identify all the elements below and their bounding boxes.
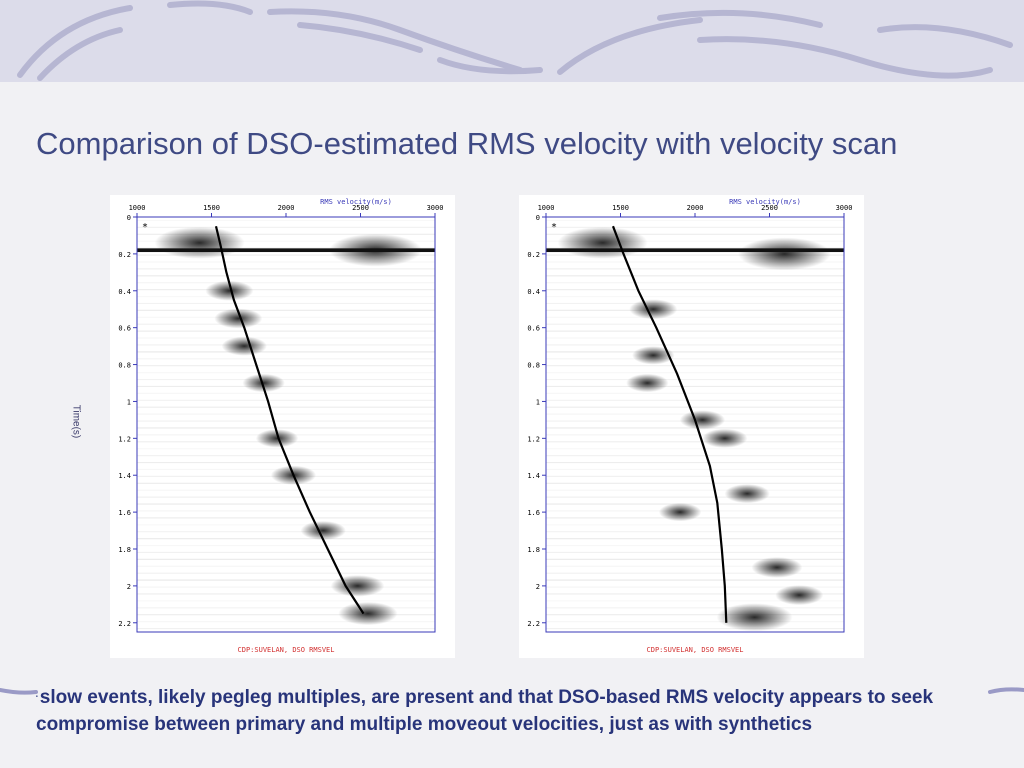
x-tick-label: 3000 <box>427 204 444 212</box>
slide-caption: • slow events, likely pegleg multiples, a… <box>36 684 1004 738</box>
velocity-scan-chart-right: * RMS velocity(m/s) 1000 1500 2000 2500 3000 0 0… <box>527 198 853 654</box>
plot-content <box>546 219 844 632</box>
y-tick-label: 0.8 <box>527 362 540 370</box>
y-tick-label: 0.4 <box>118 288 131 296</box>
y-tick-label: 2.2 <box>118 620 131 628</box>
y-tick-label: 1.2 <box>118 435 131 443</box>
velocity-scan-chart-left: * RMS velocity(m/s) 1000 1500 2000 2500 3000 0 0… <box>118 198 444 654</box>
velocity-scan-panel-left: * RMS velocity(m/s) 1000 1500 2000 2500 3000 0 0… <box>110 195 455 658</box>
y-tick-label: 1.4 <box>118 472 131 480</box>
semblance-energy <box>658 502 702 522</box>
banner-decoration <box>0 0 1024 82</box>
y-tick-label: 1.6 <box>118 509 131 517</box>
y-tick-label: 0.6 <box>527 325 540 333</box>
dso-velocity-curve <box>214 225 365 615</box>
y-tick-label: 1.2 <box>527 435 540 443</box>
semblance-energy <box>751 557 803 578</box>
y-tick-label: 1.6 <box>527 509 540 517</box>
semblance-energy <box>629 299 678 320</box>
semblance-energy <box>632 346 675 365</box>
y-tick-label: 1.8 <box>118 546 131 554</box>
y-tick-label: 0 <box>127 214 131 222</box>
semblance-energy <box>716 603 793 632</box>
caption-bullet: • <box>36 694 38 701</box>
y-tick-label: 2 <box>536 583 540 591</box>
bottom-swirl-decoration <box>0 687 1024 695</box>
y-tick-label: 0 <box>536 214 540 222</box>
marker-star: * <box>551 222 557 233</box>
x-tick-label: 2500 <box>761 204 778 212</box>
marker-star: * <box>142 222 148 233</box>
x-tick-label: 1000 <box>129 204 146 212</box>
first-break-band <box>546 248 844 253</box>
semblance-energy <box>679 410 726 430</box>
x-tick-label: 2500 <box>352 204 369 212</box>
semblance-energy <box>724 484 770 504</box>
x-tick-label: 2000 <box>278 204 295 212</box>
semblance-energy <box>214 308 263 329</box>
y-tick-label: 0.2 <box>527 251 540 259</box>
semblance-energy <box>626 373 669 393</box>
semblance-energy <box>255 429 299 448</box>
y-tick-label: 0.6 <box>118 325 131 333</box>
plot-area <box>137 217 435 632</box>
swirl-decoration <box>17 0 1013 81</box>
x-tick-label: 1500 <box>203 204 220 212</box>
x-axis-label: RMS velocity(m/s) <box>320 198 392 206</box>
caption-text: slow events, likely pegleg multiples, ar… <box>36 687 934 736</box>
y-tick-label: 1.4 <box>527 472 540 480</box>
x-tick-label: 3000 <box>836 204 853 212</box>
semblance-energy <box>154 226 245 259</box>
slide-title: Comparison of DSO-estimated RMS velocity… <box>36 126 898 161</box>
y-tick-label: 1.8 <box>527 546 540 554</box>
x-tick-label: 1500 <box>612 204 629 212</box>
semblance-energy <box>775 585 824 606</box>
y-tick-label: 1 <box>127 398 131 406</box>
semblance-energy <box>221 336 267 356</box>
plot-content <box>137 219 435 630</box>
x-tick-label: 2000 <box>687 204 704 212</box>
y-tick-label: 0.8 <box>118 362 131 370</box>
semblance-energy <box>242 373 285 393</box>
x-axis-label: RMS velocity(m/s) <box>729 198 801 206</box>
y-tick-label: 0.2 <box>118 251 131 259</box>
y-axis-label: Time(s) <box>70 404 82 439</box>
semblance-energy <box>557 226 648 259</box>
y-tick-label: 1 <box>536 398 540 406</box>
first-break-band <box>137 248 435 253</box>
y-tick-label: 2 <box>127 583 131 591</box>
chart-footer: CDP:SUVELAN, DSO RMSVEL <box>238 646 335 654</box>
dso-velocity-curve <box>611 225 728 623</box>
x-tick-label: 1000 <box>538 204 555 212</box>
semblance-energy <box>330 575 385 597</box>
chart-footer: CDP:SUVELAN, DSO RMSVEL <box>647 646 744 654</box>
velocity-scan-panel-right: * RMS velocity(m/s) 1000 1500 2000 2500 3000 0 0… <box>519 195 864 658</box>
semblance-energy <box>702 428 748 448</box>
semblance-energy <box>338 601 398 626</box>
semblance-energy <box>300 520 346 541</box>
semblance-energy <box>205 280 254 301</box>
y-tick-label: 2.2 <box>527 620 540 628</box>
semblance-energy <box>738 237 831 271</box>
y-tick-label: 0.4 <box>527 288 540 296</box>
